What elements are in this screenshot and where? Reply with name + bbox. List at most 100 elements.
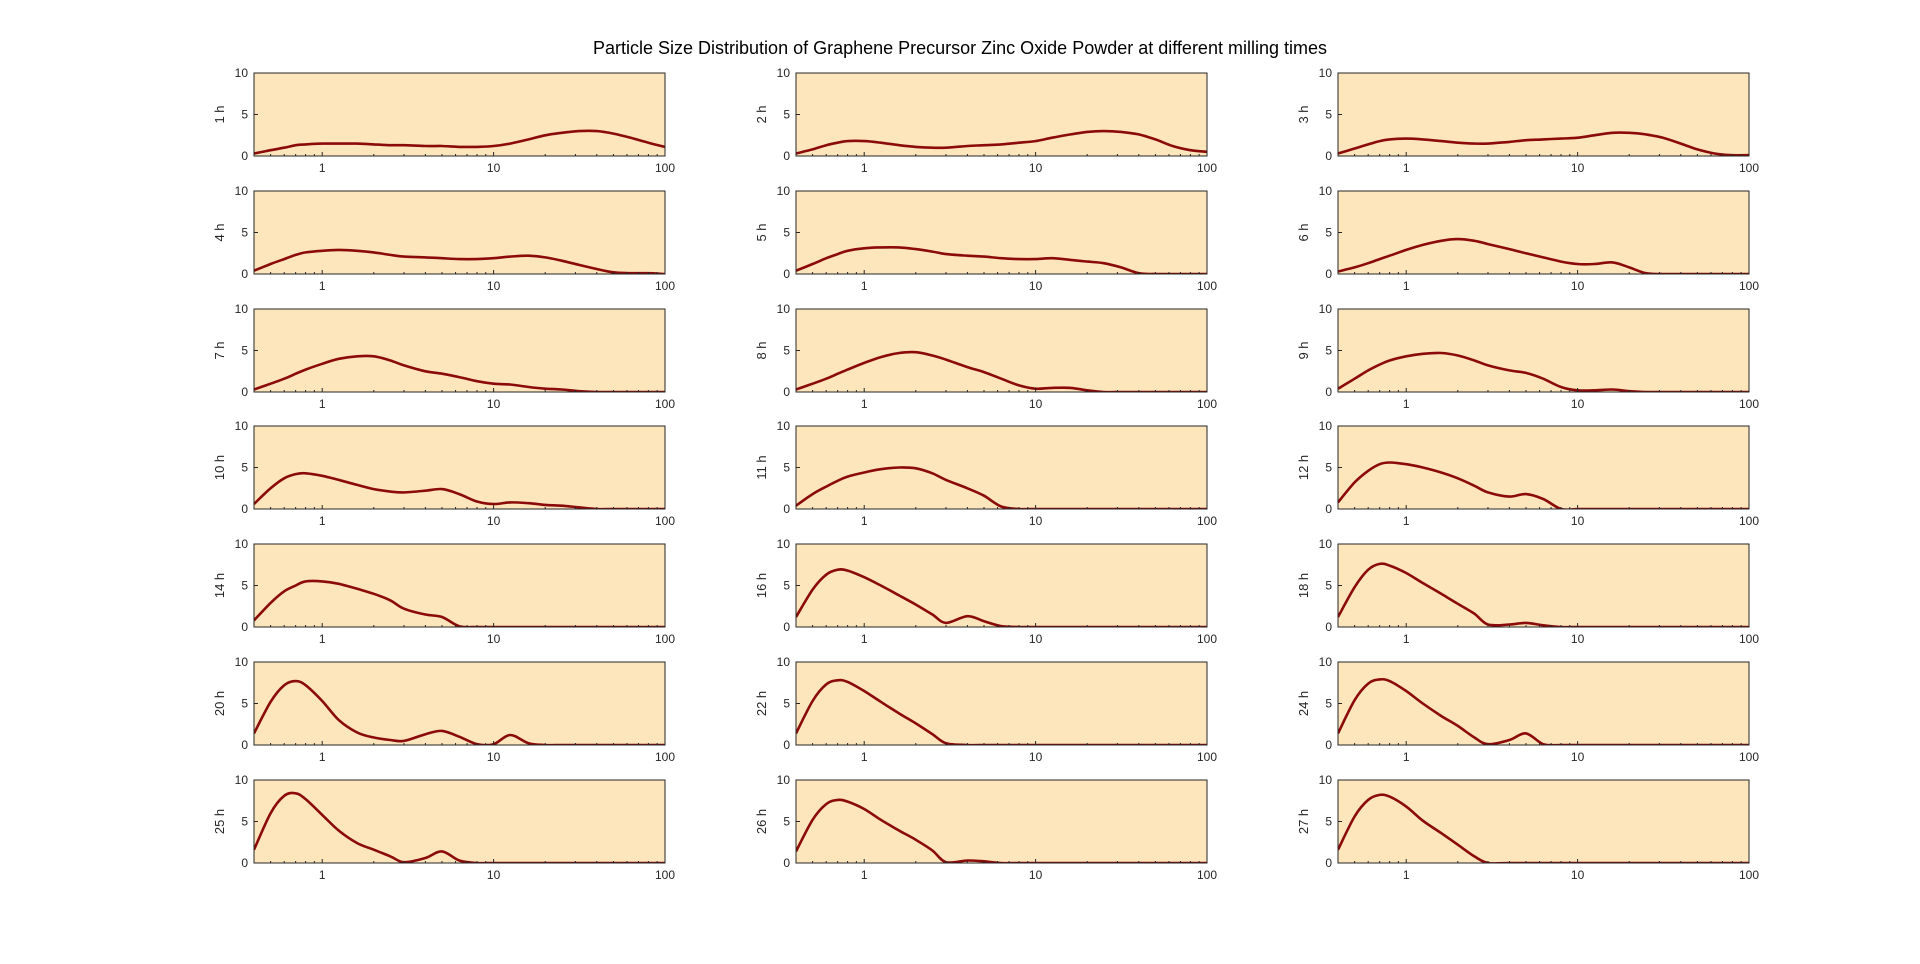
x-tick-label: 1 bbox=[319, 161, 326, 175]
x-tick-label: 10 bbox=[1029, 632, 1043, 646]
x-tick-label: 100 bbox=[655, 868, 675, 882]
plot-area bbox=[254, 73, 665, 156]
y-tick-label: 0 bbox=[241, 856, 248, 870]
x-tick-label: 10 bbox=[487, 397, 501, 411]
y-tick-label: 10 bbox=[235, 537, 249, 551]
x-tick-label: 10 bbox=[1571, 632, 1585, 646]
x-tick-label: 10 bbox=[487, 161, 501, 175]
y-tick-label: 5 bbox=[1325, 697, 1332, 711]
series-line bbox=[796, 678, 1207, 745]
y-tick-label: 5 bbox=[783, 815, 790, 829]
series-line bbox=[254, 791, 665, 863]
series-line bbox=[1338, 351, 1749, 392]
y-tick-label: 10 bbox=[1319, 419, 1333, 433]
subplot: 0 5 10 1 10 100 6 h bbox=[1296, 184, 1759, 293]
subplot: 0 5 10 1 10 100 2 h bbox=[754, 66, 1217, 175]
x-tick-label: 10 bbox=[1029, 868, 1043, 882]
y-tick-label: 10 bbox=[235, 66, 249, 80]
x-tick-label: 10 bbox=[487, 514, 501, 528]
series-line bbox=[254, 248, 665, 274]
plot-area bbox=[254, 662, 665, 745]
x-tick-label: 1 bbox=[1403, 397, 1410, 411]
x-tick-label: 1 bbox=[861, 750, 868, 764]
y-tick-label: 10 bbox=[1319, 537, 1333, 551]
x-tick-label: 100 bbox=[1197, 632, 1217, 646]
subplot: 0 5 10 1 10 100 20 h bbox=[212, 655, 675, 764]
x-tick-label: 100 bbox=[655, 161, 675, 175]
y-tick-label: 10 bbox=[777, 66, 791, 80]
plot-area bbox=[796, 426, 1207, 509]
x-tick-label: 10 bbox=[1029, 750, 1043, 764]
subplot-ylabel: 26 h bbox=[754, 809, 769, 834]
plot-area bbox=[1338, 780, 1749, 863]
x-tick-label: 1 bbox=[861, 397, 868, 411]
y-tick-label: 0 bbox=[241, 149, 248, 163]
plot-area bbox=[796, 780, 1207, 863]
y-tick-label: 0 bbox=[241, 502, 248, 516]
series-line bbox=[1338, 677, 1749, 745]
subplot-ylabel: 2 h bbox=[754, 105, 769, 123]
plot-area bbox=[796, 544, 1207, 627]
y-tick-label: 5 bbox=[241, 697, 248, 711]
x-tick-label: 1 bbox=[319, 868, 326, 882]
y-tick-label: 0 bbox=[1325, 856, 1332, 870]
x-tick-label: 10 bbox=[1571, 868, 1585, 882]
plot-area bbox=[796, 191, 1207, 274]
subplot: 0 5 10 1 10 100 9 h bbox=[1296, 302, 1759, 411]
plot-area bbox=[254, 780, 665, 863]
x-tick-label: 1 bbox=[861, 514, 868, 528]
subplot-ylabel: 24 h bbox=[1296, 691, 1311, 716]
x-tick-label: 10 bbox=[1029, 397, 1043, 411]
y-tick-label: 0 bbox=[1325, 149, 1332, 163]
x-tick-label: 1 bbox=[861, 161, 868, 175]
x-tick-label: 10 bbox=[1571, 397, 1585, 411]
subplot: 0 5 10 1 10 100 1 h bbox=[212, 66, 675, 175]
x-tick-label: 100 bbox=[1739, 632, 1759, 646]
y-tick-label: 10 bbox=[777, 537, 791, 551]
y-tick-label: 5 bbox=[241, 226, 248, 240]
x-tick-label: 10 bbox=[1029, 161, 1043, 175]
x-tick-label: 100 bbox=[1197, 279, 1217, 293]
plot-area bbox=[1338, 191, 1749, 274]
plot-area bbox=[1338, 73, 1749, 156]
x-tick-label: 100 bbox=[1197, 514, 1217, 528]
subplot-ylabel: 3 h bbox=[1296, 105, 1311, 123]
subplot-ylabel: 6 h bbox=[1296, 223, 1311, 241]
subplot-ylabel: 12 h bbox=[1296, 455, 1311, 480]
subplot: 0 5 10 1 10 100 3 h bbox=[1296, 66, 1759, 175]
y-tick-label: 10 bbox=[1319, 655, 1333, 669]
y-tick-label: 0 bbox=[1325, 620, 1332, 634]
x-tick-label: 1 bbox=[1403, 868, 1410, 882]
y-tick-label: 5 bbox=[241, 108, 248, 122]
x-tick-label: 10 bbox=[487, 750, 501, 764]
subplot: 0 5 10 1 10 100 8 h bbox=[754, 302, 1217, 411]
y-tick-label: 10 bbox=[235, 773, 249, 787]
subplot: 0 5 10 1 10 100 12 h bbox=[1296, 419, 1759, 528]
subplot-ylabel: 11 h bbox=[754, 455, 769, 479]
x-tick-label: 10 bbox=[487, 632, 501, 646]
y-tick-label: 5 bbox=[241, 579, 248, 593]
subplot: 0 5 10 1 10 100 24 h bbox=[1296, 655, 1759, 764]
y-tick-label: 0 bbox=[783, 385, 790, 399]
subplot-ylabel: 4 h bbox=[212, 223, 227, 241]
subplot-ylabel: 14 h bbox=[212, 573, 227, 598]
series-line bbox=[796, 350, 1207, 392]
y-tick-label: 5 bbox=[1325, 108, 1332, 122]
y-tick-label: 0 bbox=[241, 620, 248, 634]
series-line bbox=[796, 568, 1207, 627]
x-tick-label: 100 bbox=[1739, 514, 1759, 528]
plot-area bbox=[254, 426, 665, 509]
y-tick-label: 10 bbox=[235, 655, 249, 669]
y-tick-label: 5 bbox=[1325, 226, 1332, 240]
subplot: 0 5 10 1 10 100 27 h bbox=[1296, 773, 1759, 882]
y-tick-label: 10 bbox=[777, 655, 791, 669]
x-tick-label: 1 bbox=[319, 750, 326, 764]
series-line bbox=[1338, 562, 1749, 627]
subplot: 0 5 10 1 10 100 25 h bbox=[212, 773, 675, 882]
x-tick-label: 100 bbox=[655, 750, 675, 764]
y-tick-label: 5 bbox=[241, 461, 248, 475]
x-tick-label: 1 bbox=[861, 868, 868, 882]
subplot-ylabel: 25 h bbox=[212, 809, 227, 834]
subplot: 0 5 10 1 10 100 26 h bbox=[754, 773, 1217, 882]
